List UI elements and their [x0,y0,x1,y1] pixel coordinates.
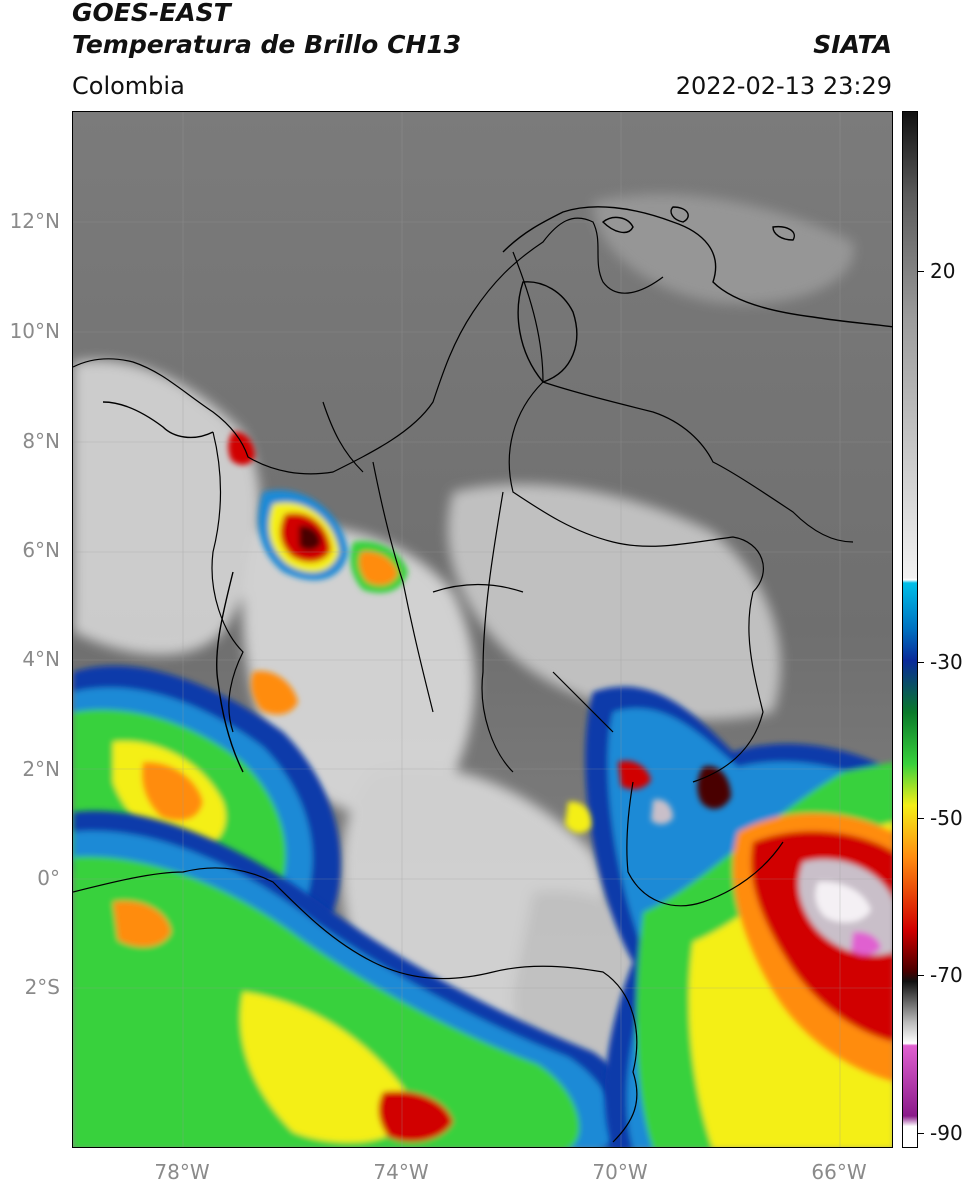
region-label: Colombia [72,72,185,100]
lat-label-12N: 12°N [9,209,60,233]
temperature-colorbar [902,111,918,1148]
map-title: GOES-EAST [72,0,231,27]
colorbar-label-minus70: -70 [930,963,963,987]
timestamp: 2022-02-13 23:29 [675,72,892,100]
colorbar-tick [918,1133,924,1134]
political-boundaries [73,217,854,1143]
lon-label-70W: 70°W [592,1160,648,1184]
map-subtitle: Temperatura de Brillo CH13 [72,30,462,59]
lat-label-2S: 2°S [24,975,60,999]
lon-label-74W: 74°W [373,1160,429,1184]
lon-label-66W: 66°W [811,1160,867,1184]
colorbar-label-20: 20 [930,259,956,283]
lat-label-2N: 2°N [22,757,60,781]
colorbar-label-minus90: -90 [930,1121,963,1145]
colorbar-tick [918,975,924,976]
colorbar-tick [918,271,924,272]
organization-label: SIATA [813,30,892,59]
lat-label-0: 0° [37,866,60,890]
gridlines [73,112,892,1147]
lon-label-78W: 78°W [154,1160,210,1184]
colorbar-label-minus30: -30 [930,650,963,674]
colorbar-tick [918,662,924,663]
colorbar-label-minus50: -50 [930,806,963,830]
satellite-map [72,111,893,1148]
lat-label-4N: 4°N [22,647,60,671]
lat-label-6N: 6°N [22,538,60,562]
lat-label-8N: 8°N [22,429,60,453]
convective-cells [73,431,892,1147]
lat-label-10N: 10°N [9,319,60,343]
coastlines [102,206,892,773]
colorbar-tick [918,818,924,819]
